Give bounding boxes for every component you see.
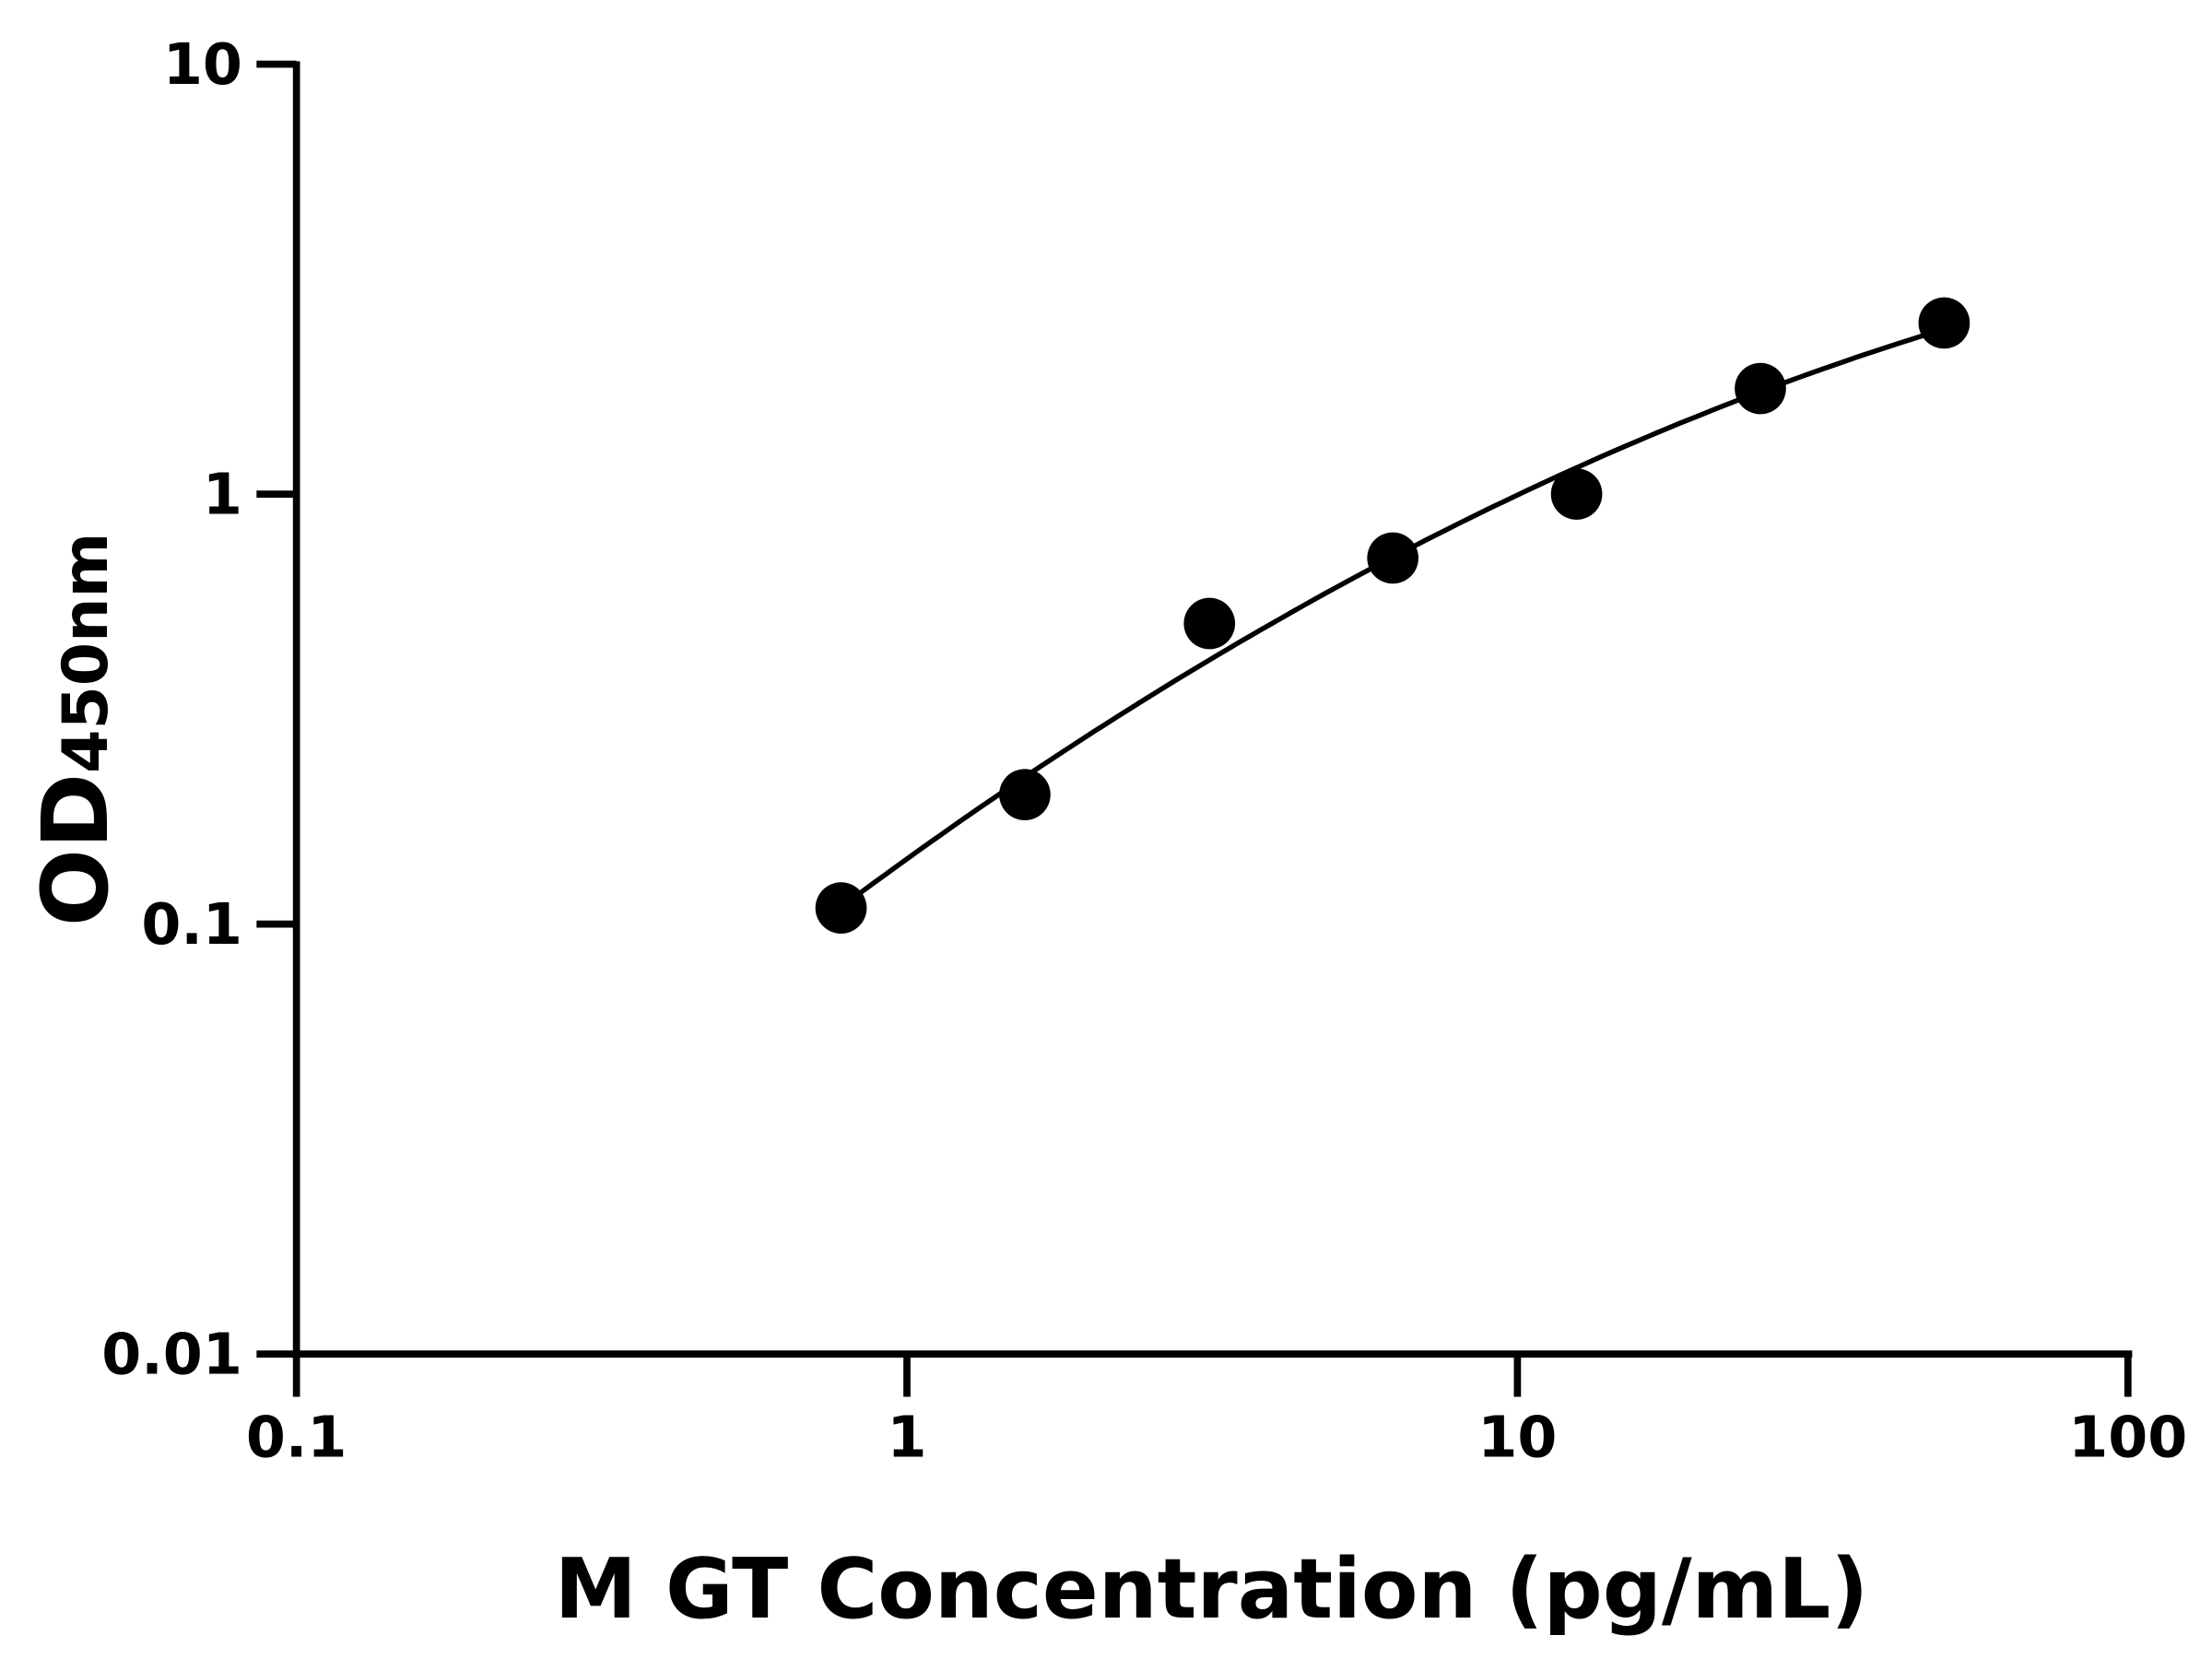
data-points-layer xyxy=(815,297,1971,934)
data-point xyxy=(1550,468,1603,520)
y-tick-label: 1 xyxy=(203,462,242,528)
y-tick-label: 0.1 xyxy=(141,891,242,958)
data-point xyxy=(1183,597,1236,650)
y-ticks: 0.01 0.1 1 10 xyxy=(101,31,297,1388)
x-tick-label: 100 xyxy=(2068,1404,2187,1470)
y-tick-label: 0.01 xyxy=(101,1322,242,1388)
data-point xyxy=(1735,362,1786,415)
data-point xyxy=(1918,297,1971,349)
fit-curve xyxy=(839,326,1946,910)
y-axis-label-main: OD xyxy=(23,773,129,926)
data-point xyxy=(999,769,1051,820)
x-tick-label: 10 xyxy=(1477,1404,1557,1470)
x-axis-label: M GT Concentration (pg/mL) xyxy=(555,1542,1869,1638)
x-ticks: 0.1 1 10 100 xyxy=(246,1354,2187,1470)
x-tick-label: 0.1 xyxy=(246,1404,347,1470)
data-point xyxy=(815,882,867,934)
data-point xyxy=(1367,532,1419,584)
y-tick-label: 10 xyxy=(163,31,242,98)
y-axis-label: OD450nm xyxy=(23,533,129,927)
fit-curve-layer xyxy=(839,326,1946,910)
x-tick-label: 1 xyxy=(888,1404,927,1470)
y-axis-label-sub: 450nm xyxy=(50,533,123,773)
